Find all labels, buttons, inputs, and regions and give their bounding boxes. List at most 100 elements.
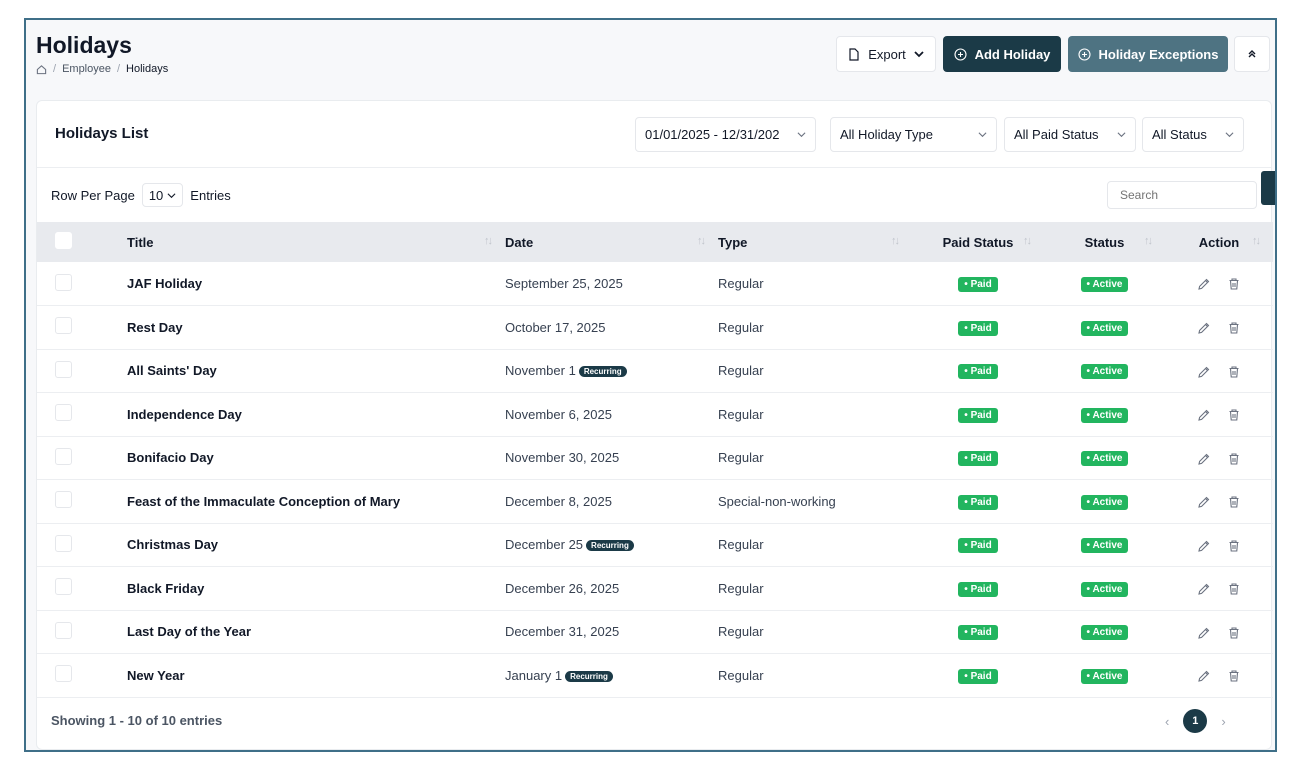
holiday-type-filter[interactable]: All Holiday Type xyxy=(830,117,997,152)
row-checkbox[interactable] xyxy=(55,360,72,378)
holiday-date: December 25 xyxy=(505,537,584,553)
column-date[interactable]: Date ↑↓ xyxy=(505,222,718,262)
column-date-label: Date xyxy=(505,234,534,250)
table-row: Black Friday December 26, 2025 Regular • Pa… xyxy=(37,567,1273,610)
table-row: Feast of the Immaculate Conception of Ma… xyxy=(37,480,1273,523)
holiday-date: December 8, 2025 xyxy=(505,493,612,509)
edit-icon[interactable] xyxy=(1197,669,1211,683)
paid-status-filter[interactable]: All Paid Status xyxy=(1004,117,1136,152)
row-checkbox[interactable] xyxy=(55,317,72,335)
row-checkbox[interactable] xyxy=(55,621,72,639)
chevron-down-icon xyxy=(797,132,806,138)
table-row: New Year January 1 Recurring Regular • Paid •… xyxy=(37,654,1273,697)
holiday-exceptions-button[interactable]: Holiday Exceptions xyxy=(1068,36,1228,72)
holiday-date-cell: November 30, 2025 xyxy=(505,436,718,480)
delete-icon[interactable] xyxy=(1227,582,1241,596)
edit-icon[interactable] xyxy=(1197,452,1211,466)
column-paid-status[interactable]: Paid Status ↑↓ xyxy=(912,222,1044,262)
column-status[interactable]: Status ↑↓ xyxy=(1044,222,1165,262)
holiday-type: Regular xyxy=(718,276,764,291)
paid-status-value: All Paid Status xyxy=(1014,127,1099,142)
paid-status-badge: • Paid xyxy=(958,668,998,684)
holiday-type: Regular xyxy=(718,537,764,553)
row-checkbox[interactable] xyxy=(55,578,72,596)
holiday-title: Christmas Day xyxy=(127,537,219,553)
delete-icon[interactable] xyxy=(1227,277,1241,291)
table-row: Christmas Day December 25 Recurring Regular… xyxy=(37,523,1273,567)
add-holiday-button[interactable]: Add Holiday xyxy=(943,36,1061,72)
status-badge: • Active xyxy=(1080,407,1129,423)
holiday-title: Independence Day xyxy=(127,406,242,422)
column-action[interactable]: Action ↑↓ xyxy=(1165,222,1273,262)
holiday-type: Regular xyxy=(718,624,764,640)
edit-icon[interactable] xyxy=(1197,539,1211,553)
column-paid-status-label: Paid Status xyxy=(942,234,1014,250)
edit-icon[interactable] xyxy=(1197,277,1211,291)
settings-side-tab[interactable] xyxy=(1261,171,1275,205)
edit-icon[interactable] xyxy=(1197,321,1211,335)
collapse-button[interactable] xyxy=(1234,36,1270,72)
holiday-date-cell: December 31, 2025 xyxy=(505,610,718,654)
date-range-filter[interactable]: 01/01/2025 - 12/31/202 xyxy=(635,117,816,152)
recurring-badge: Recurring xyxy=(565,670,613,682)
holiday-title: Last Day of the Year xyxy=(127,624,252,640)
status-value: All Status xyxy=(1152,127,1207,142)
holidays-list-card: Holidays List 01/01/2025 - 12/31/202 All… xyxy=(36,100,1275,750)
holiday-type: Special-non-working xyxy=(718,493,836,509)
row-checkbox[interactable] xyxy=(55,534,72,552)
column-title-label: Title xyxy=(127,234,154,250)
paid-status-badge: • Paid xyxy=(958,581,998,597)
holiday-date: December 31, 2025 xyxy=(505,624,620,640)
column-type[interactable]: Type ↑↓ xyxy=(718,222,912,262)
rows-per-page-label: Row Per Page xyxy=(51,187,135,203)
delete-icon[interactable] xyxy=(1227,669,1241,683)
table-row: Rest Day October 17, 2025 Regular • Paid • A… xyxy=(37,306,1273,349)
select-all-checkbox[interactable] xyxy=(55,232,72,249)
sort-icon: ↑↓ xyxy=(1252,235,1261,247)
sort-icon: ↑↓ xyxy=(484,235,493,247)
holiday-type: Regular xyxy=(718,406,764,422)
delete-icon[interactable] xyxy=(1227,365,1241,379)
row-checkbox[interactable] xyxy=(55,665,72,683)
delete-icon[interactable] xyxy=(1227,495,1241,509)
delete-icon[interactable] xyxy=(1227,539,1241,553)
holiday-type: Regular xyxy=(718,319,764,335)
edit-icon[interactable] xyxy=(1197,495,1211,509)
prev-page-icon[interactable]: ‹ xyxy=(1165,713,1170,729)
column-title[interactable]: Title ↑↓ xyxy=(127,222,505,262)
status-badge: • Active xyxy=(1080,538,1129,554)
breadcrumb-employee[interactable]: Employee xyxy=(62,63,111,75)
app-frame: Holidays / Employee / Holidays Export Ad… xyxy=(24,18,1277,752)
breadcrumb-current: Holidays xyxy=(126,63,169,75)
edit-icon[interactable] xyxy=(1197,582,1211,596)
edit-icon[interactable] xyxy=(1197,626,1211,640)
edit-icon[interactable] xyxy=(1197,408,1211,422)
search-input[interactable] xyxy=(1107,181,1257,209)
delete-icon[interactable] xyxy=(1227,321,1241,335)
rows-per-page-select[interactable]: 10 xyxy=(141,183,184,207)
page-1-button[interactable]: 1 xyxy=(1183,709,1208,733)
column-type-label: Type xyxy=(718,234,748,250)
next-page-icon[interactable]: › xyxy=(1221,713,1226,729)
add-holiday-label: Add Holiday xyxy=(974,46,1051,62)
row-checkbox[interactable] xyxy=(55,491,72,509)
table-row: All Saints' Day November 1 Recurring Regula… xyxy=(37,349,1273,393)
chevron-down-icon xyxy=(914,51,924,58)
row-checkbox[interactable] xyxy=(55,447,72,465)
plus-circle-icon xyxy=(1077,47,1091,61)
row-checkbox[interactable] xyxy=(55,404,72,422)
status-filter[interactable]: All Status xyxy=(1142,117,1244,152)
delete-icon[interactable] xyxy=(1227,452,1241,466)
holiday-title: Bonifacio Day xyxy=(127,450,214,466)
holiday-date: December 26, 2025 xyxy=(505,580,620,596)
table-row: Last Day of the Year December 31, 2025 Reg… xyxy=(37,610,1273,654)
edit-icon[interactable] xyxy=(1197,365,1211,379)
row-checkbox[interactable] xyxy=(55,273,72,291)
holiday-date: November 1 xyxy=(505,363,576,379)
paid-status-badge: • Paid xyxy=(958,277,998,292)
delete-icon[interactable] xyxy=(1227,626,1241,640)
delete-icon[interactable] xyxy=(1227,408,1241,422)
table-row: Bonifacio Day November 30, 2025 Regular • P… xyxy=(37,436,1273,480)
home-icon[interactable] xyxy=(36,64,47,75)
export-button[interactable]: Export xyxy=(836,36,936,72)
